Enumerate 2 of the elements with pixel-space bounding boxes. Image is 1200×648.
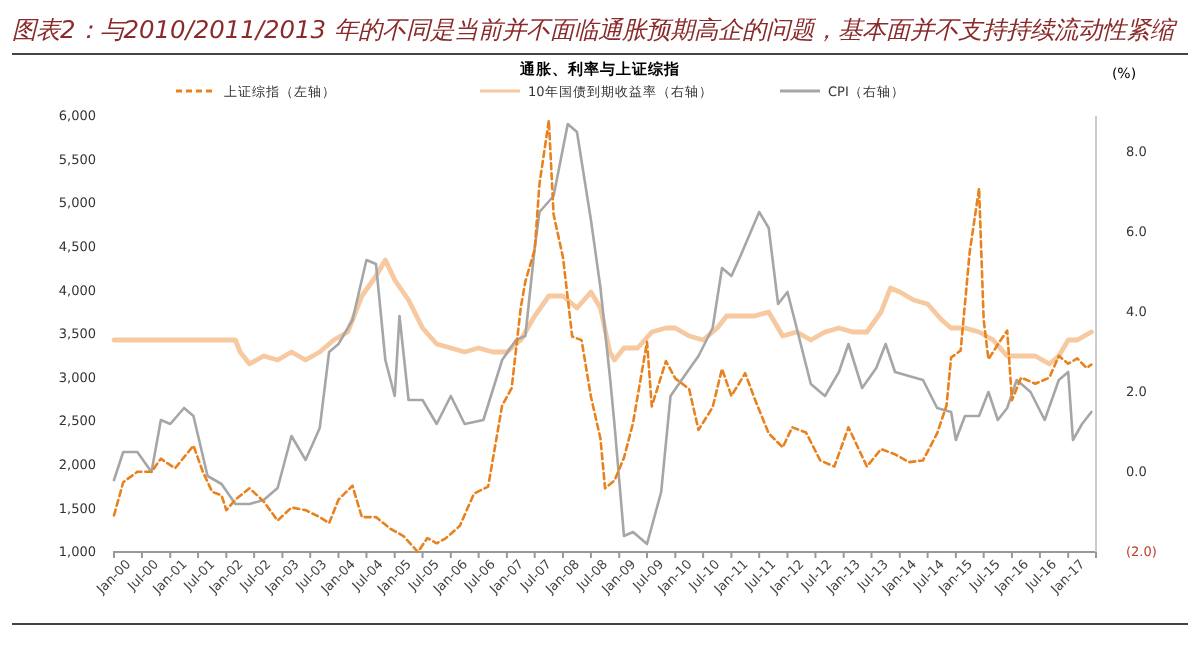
line-series [111, 257, 1094, 367]
chart-title: 图表2：与2010/2011/2013 年的不同是当前并不面临通胀预期高企的问题，基本面并不支持持续流动性紧缩 [12, 16, 1178, 44]
